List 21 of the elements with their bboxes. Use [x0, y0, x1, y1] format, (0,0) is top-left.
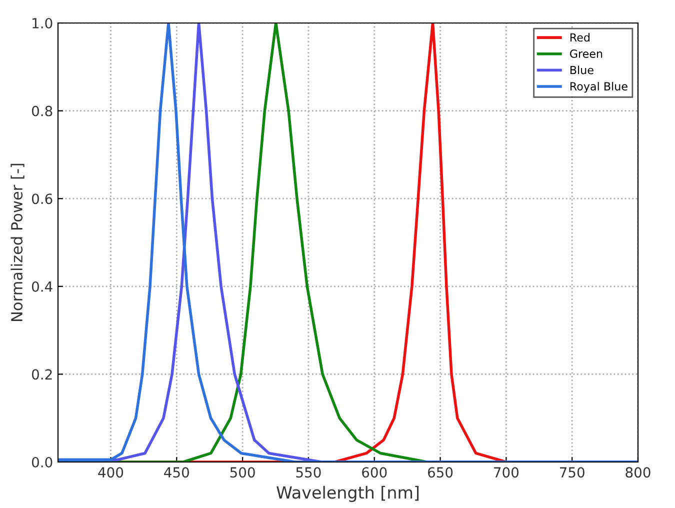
y-tick-label: 0.0 — [32, 456, 52, 468]
x-tick-label: 400 — [98, 467, 124, 478]
x-tick-label: 800 — [626, 467, 650, 478]
x-tick-label: 650 — [428, 467, 453, 478]
legend-label: Green — [570, 50, 602, 58]
y-tick-label: 0.6 — [32, 194, 52, 204]
x-tick-label: 500 — [230, 467, 255, 478]
legend-label: Red — [570, 33, 590, 42]
x-tick-label: 600 — [362, 467, 387, 478]
x-tick-label: 750 — [560, 467, 584, 478]
y-tick-label: 0.4 — [32, 281, 52, 292]
x-tick-label: 700 — [494, 467, 519, 478]
legend-label: Blue — [570, 66, 594, 74]
y-tick-label: 0.8 — [32, 106, 52, 116]
x-axis-title: Wavelength [nm] — [276, 486, 419, 502]
x-tick-label: 550 — [296, 467, 321, 478]
legend-label: Royal Blue — [570, 82, 628, 93]
y-axis-title: Normalized Power [-] — [10, 164, 24, 321]
x-tick-label: 450 — [164, 467, 189, 478]
y-tick-label: 1.0 — [32, 18, 52, 28]
y-tick-label: 0.2 — [32, 369, 52, 380]
